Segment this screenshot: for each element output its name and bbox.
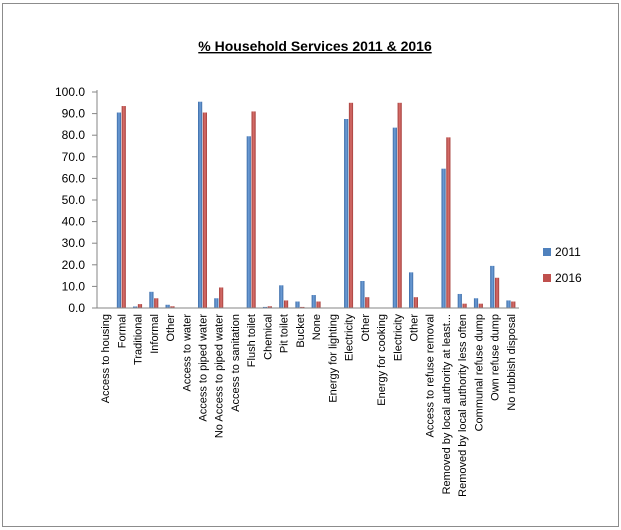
x-tick-label: Other bbox=[165, 314, 177, 342]
bar-2016 bbox=[316, 301, 321, 308]
y-tick-label: 20.0 bbox=[62, 258, 86, 272]
x-tick-label: Electricity bbox=[392, 314, 404, 362]
bar-2011 bbox=[392, 127, 397, 308]
x-tick-label: No Access to piped water bbox=[214, 314, 226, 438]
bar-2016 bbox=[494, 277, 500, 308]
bar-2016 bbox=[413, 297, 418, 308]
x-tick-label: Energy for lighting bbox=[327, 314, 339, 403]
bars bbox=[116, 101, 516, 309]
bar-2011 bbox=[246, 136, 251, 308]
x-tick-label: Own refuse dump bbox=[490, 314, 502, 401]
x-tick-label: None bbox=[311, 314, 323, 340]
legend-swatch-2016 bbox=[543, 274, 551, 282]
y-axis: 0.0 10.0 20.0 30.0 40.0 50.0 60.0 70.0 80.0 90.0 1… bbox=[55, 85, 97, 315]
y-tick-label: 80.0 bbox=[62, 128, 86, 142]
bar-2016 bbox=[170, 306, 175, 308]
x-axis: Access to housing Formal Traditional Inform… bbox=[100, 314, 518, 497]
bar-2011 bbox=[344, 119, 349, 308]
chart-title: % Household Services 2011 & 2016 bbox=[198, 38, 432, 54]
y-tick-label: 30.0 bbox=[62, 236, 86, 250]
bar-2011 bbox=[490, 265, 495, 308]
bar-2016 bbox=[154, 298, 159, 308]
y-tick-label: 90.0 bbox=[62, 107, 86, 121]
y-tick-label: 0.0 bbox=[68, 301, 85, 315]
x-tick-label: Flush toilet bbox=[246, 314, 258, 367]
y-tick-label: 70.0 bbox=[62, 150, 86, 164]
bar-2016 bbox=[397, 102, 402, 308]
bar-2016 bbox=[267, 306, 272, 308]
y-tick-label: 10.0 bbox=[62, 279, 86, 293]
legend-swatch-2011 bbox=[543, 248, 551, 256]
bar-2016 bbox=[511, 301, 516, 308]
bar-chart: % Household Services 2011 & 2016 0.0 10.0… bbox=[55, 38, 582, 497]
bar-2011 bbox=[457, 293, 462, 308]
bar-2016 bbox=[478, 303, 483, 308]
bar-2011 bbox=[409, 272, 414, 308]
bar-2016 bbox=[251, 111, 256, 308]
bar-2016 bbox=[283, 300, 289, 308]
x-tick-label: Communal refuse dump bbox=[473, 314, 485, 431]
y-tick-label: 60.0 bbox=[62, 171, 86, 185]
x-tick-label: Access to water bbox=[181, 314, 193, 392]
bar-2011 bbox=[262, 306, 268, 308]
bar-2011 bbox=[311, 295, 316, 308]
bar-2011 bbox=[133, 306, 138, 308]
bar-2016 bbox=[365, 297, 370, 308]
bar-2011 bbox=[360, 281, 365, 308]
chart-frame: % Household Services 2011 & 2016 0.0 10.0… bbox=[2, 3, 619, 527]
y-tick-label: 40.0 bbox=[62, 215, 86, 229]
bar-2011 bbox=[165, 304, 170, 308]
x-tick-label: Other bbox=[360, 314, 372, 342]
x-tick-label: Pit toilet bbox=[279, 314, 291, 353]
bar-2016 bbox=[462, 303, 467, 308]
x-tick-label: Access to sanitation bbox=[230, 314, 242, 412]
x-tick-label: Access to housing bbox=[100, 314, 112, 403]
legend-label-2016: 2016 bbox=[555, 271, 582, 285]
x-tick-label: Electricity bbox=[344, 314, 356, 362]
legend-label-2011: 2011 bbox=[555, 245, 581, 259]
x-tick-label: No rubbish disposal bbox=[506, 314, 518, 411]
bar-2011 bbox=[198, 101, 203, 308]
x-tick-label: Access to refuse removal bbox=[425, 314, 437, 438]
y-tick-label: 50.0 bbox=[62, 193, 86, 207]
bar-2011 bbox=[441, 168, 446, 308]
x-tick-label: Formal bbox=[116, 314, 128, 348]
x-tick-label: Chemical bbox=[262, 314, 274, 360]
bar-2016 bbox=[300, 306, 305, 308]
x-tick-label: Access to piped water bbox=[198, 314, 210, 422]
x-tick-label: Other bbox=[409, 314, 421, 342]
bar-2016 bbox=[446, 137, 451, 308]
axes bbox=[96, 90, 519, 309]
x-tick-label: Traditional bbox=[133, 314, 145, 365]
x-tick-label: Removed by local authority at least... bbox=[441, 314, 453, 494]
bar-2011 bbox=[506, 300, 511, 308]
legend: 2011 2016 bbox=[543, 245, 582, 285]
bar-2011 bbox=[116, 112, 122, 309]
bar-2011 bbox=[214, 298, 219, 308]
bar-2011 bbox=[149, 291, 154, 308]
x-tick-label: Removed by local authority less often bbox=[457, 314, 469, 497]
bar-2011 bbox=[295, 301, 300, 308]
bar-2016 bbox=[202, 112, 207, 309]
x-tick-label: Energy for cooking bbox=[376, 314, 388, 406]
bar-2011 bbox=[279, 285, 284, 308]
x-tick-label: Bucket bbox=[295, 314, 307, 348]
bar-2016 bbox=[348, 102, 354, 308]
x-tick-label: Informal bbox=[149, 314, 161, 354]
bar-2016 bbox=[121, 106, 126, 308]
y-tick-label: 100.0 bbox=[55, 85, 85, 99]
bar-2011 bbox=[473, 298, 479, 308]
bar-2016 bbox=[219, 287, 224, 308]
bar-2016 bbox=[137, 304, 143, 308]
